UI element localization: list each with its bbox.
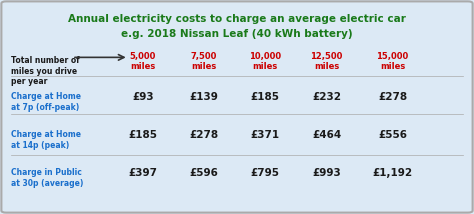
Text: 15,000
miles: 15,000 miles [376, 52, 409, 71]
Text: £93: £93 [132, 92, 154, 102]
Text: £397: £397 [128, 168, 157, 178]
Text: 7,500
miles: 7,500 miles [191, 52, 217, 71]
Text: Charge at Home
at 7p (off-peak): Charge at Home at 7p (off-peak) [11, 92, 81, 112]
Text: £993: £993 [312, 168, 341, 178]
Text: Charge at Home
at 14p (peak): Charge at Home at 14p (peak) [11, 130, 81, 150]
Text: Annual electricity costs to charge an average electric car: Annual electricity costs to charge an av… [68, 14, 406, 24]
Text: £795: £795 [251, 168, 280, 178]
Text: £596: £596 [190, 168, 219, 178]
Text: Charge in Public
at 30p (average): Charge in Public at 30p (average) [11, 168, 83, 188]
Text: £232: £232 [312, 92, 341, 102]
Text: £185: £185 [251, 92, 280, 102]
Text: 10,000
miles: 10,000 miles [249, 52, 282, 71]
Text: £556: £556 [378, 130, 407, 140]
Text: £371: £371 [251, 130, 280, 140]
Text: £139: £139 [190, 92, 219, 102]
Text: £464: £464 [312, 130, 341, 140]
Text: £1,192: £1,192 [373, 168, 412, 178]
Text: £185: £185 [128, 130, 157, 140]
Text: Total number of
miles you drive
per year: Total number of miles you drive per year [11, 56, 80, 86]
Text: e.g. 2018 Nissan Leaf (40 kWh battery): e.g. 2018 Nissan Leaf (40 kWh battery) [121, 29, 353, 39]
Text: £278: £278 [190, 130, 219, 140]
Text: 12,500
miles: 12,500 miles [310, 52, 343, 71]
Text: £278: £278 [378, 92, 407, 102]
Text: 5,000
miles: 5,000 miles [129, 52, 156, 71]
